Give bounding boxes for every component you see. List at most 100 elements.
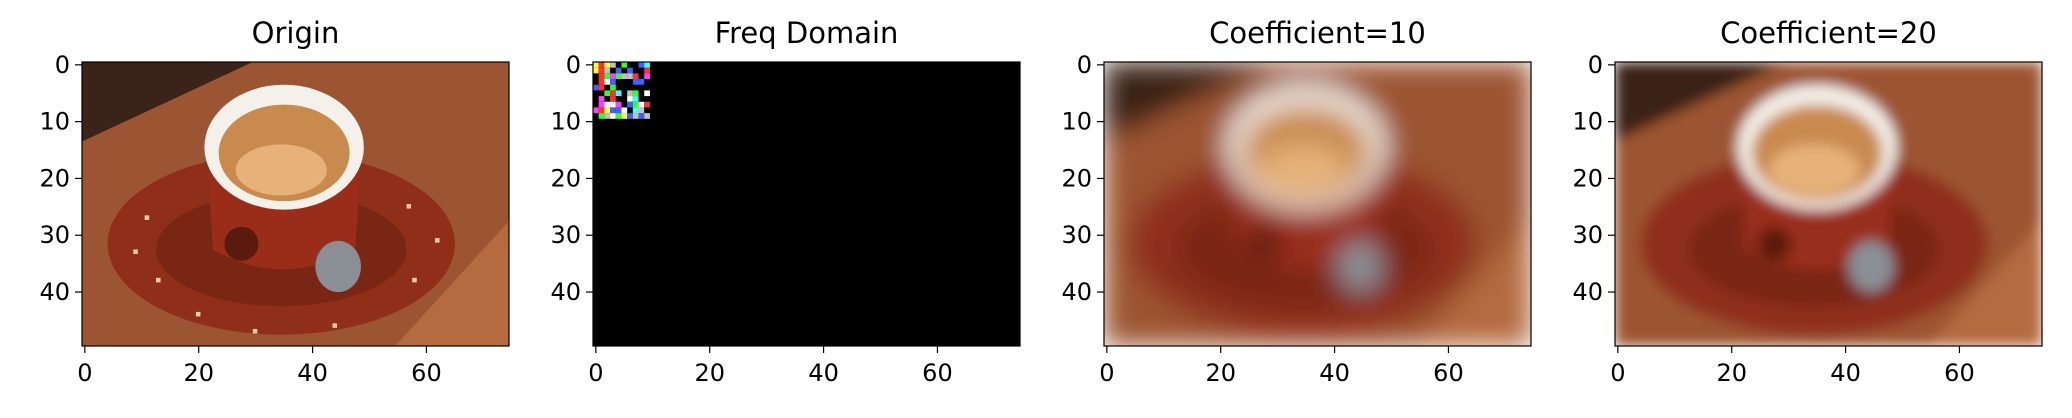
spectrum-coefficient <box>621 73 628 80</box>
subplot-1: Origin 0 20 40 60 0 10 20 30 40 <box>39 16 510 387</box>
spectrum-coefficient <box>615 101 622 108</box>
spectrum-coefficient <box>610 79 616 85</box>
axes-frame <box>81 61 510 347</box>
spoon <box>1337 240 1383 293</box>
y-tick-label: 10 <box>1572 108 1603 136</box>
y-tick-label: 0 <box>1077 51 1092 79</box>
image-content <box>1104 62 1531 346</box>
spectrum-coefficient <box>638 113 645 119</box>
spectrum-coefficient <box>604 90 611 97</box>
image-content <box>1615 62 2042 346</box>
spectrum-coefficient <box>644 113 650 119</box>
table-shadow <box>1615 62 1786 142</box>
spectrum-coefficient <box>610 96 616 102</box>
subplot-title: Coefficient=10 <box>1209 16 1426 50</box>
spectrum-coefficient <box>638 62 645 68</box>
spectrum-coefficient <box>644 101 650 108</box>
spectrum-coefficient <box>610 84 616 91</box>
spectrum-coefficient <box>615 107 622 114</box>
spectrum-coefficient <box>598 62 605 68</box>
spectrum-coefficient <box>627 101 633 108</box>
spectrum-coefficient <box>644 73 650 80</box>
spectrum-coefficient <box>598 113 605 119</box>
spectrum-coefficient <box>598 79 605 85</box>
spectrum-coefficient <box>632 79 639 85</box>
spectrum-coefficient <box>615 73 622 80</box>
spectrum-coefficient <box>593 62 599 68</box>
spectrum-coefficient <box>632 113 639 119</box>
table-shadow <box>1104 62 1275 142</box>
image-area <box>1615 62 2042 346</box>
spectrum-coefficient <box>610 62 616 68</box>
spectrum-coefficient <box>593 107 599 114</box>
axes-frame <box>592 61 1021 347</box>
spoon <box>1848 240 1894 293</box>
cup-handle <box>224 226 259 261</box>
spectrum-coefficient <box>604 107 611 114</box>
x-tick-label: 40 <box>1319 359 1350 387</box>
spectrum-coefficient <box>632 96 639 102</box>
spectrum-coefficient <box>632 90 639 97</box>
spectrum-coefficient <box>610 107 616 114</box>
axes-frame <box>1103 61 1532 347</box>
image-area <box>1104 62 1531 346</box>
spectrum-coefficient <box>598 101 605 108</box>
spectrum-coefficient <box>632 107 639 114</box>
spectrum-coefficient <box>593 67 599 74</box>
spectrum-coefficient <box>610 73 616 80</box>
table-shadow <box>82 62 253 142</box>
spectrum-coefficient <box>604 79 611 85</box>
x-tick-label: 40 <box>297 359 328 387</box>
x-tick-label: 60 <box>1944 359 1975 387</box>
y-tick-label: 10 <box>39 108 70 136</box>
speckle <box>332 323 338 328</box>
x-tick-label: 60 <box>1433 359 1464 387</box>
speckle <box>133 249 138 254</box>
y-tick-label: 10 <box>1061 108 1092 136</box>
x-tick-label: 20 <box>1205 359 1236 387</box>
coffee-crema <box>1257 144 1349 196</box>
spectrum-coefficient <box>638 79 645 85</box>
spectrum-coefficient <box>615 90 622 97</box>
speckle <box>252 328 258 334</box>
spectrum-coefficient <box>598 73 605 80</box>
spectrum-coefficient <box>644 62 650 68</box>
spectrum-coefficient <box>598 107 605 114</box>
spectrum-coefficient <box>610 113 616 119</box>
subplot-4: Coefficient=20 0 20 40 60 0 10 20 30 40 <box>1572 16 2043 387</box>
x-tick-label: 40 <box>1830 359 1861 387</box>
spectrum-coefficient <box>593 84 599 91</box>
spectrum-coefficient <box>610 90 616 97</box>
spectrum-coefficient <box>621 107 628 114</box>
y-tick-label: 30 <box>1061 221 1092 249</box>
spoon <box>315 240 361 293</box>
speckle <box>406 204 412 209</box>
table-highlight <box>1417 221 1531 346</box>
y-tick-label: 40 <box>550 278 581 306</box>
spectrum-coefficient <box>610 101 616 108</box>
spectrum-coefficient <box>604 67 611 74</box>
y-tick-label: 20 <box>550 164 581 192</box>
y-tick-label: 40 <box>1572 278 1603 306</box>
spectrum-coefficient <box>627 73 633 80</box>
spectrum-coefficient <box>638 107 645 114</box>
cup-handle <box>1757 226 1792 261</box>
y-tick-label: 20 <box>39 164 70 192</box>
x-tick-label: 60 <box>922 359 953 387</box>
cup-handle <box>1246 226 1281 261</box>
y-tick-label: 10 <box>550 108 581 136</box>
subplot-3: Coefficient=10 0 20 40 60 0 10 20 30 40 <box>1061 16 1532 387</box>
spectrum-coefficient <box>621 62 628 68</box>
spectrum-coefficient <box>598 67 605 74</box>
subplot-2: Freq Domain 0 20 40 60 0 10 20 30 40 <box>550 16 1021 387</box>
spectrum-coefficient <box>644 67 650 74</box>
spectrum-coefficient <box>615 67 622 74</box>
y-tick-label: 20 <box>1061 164 1092 192</box>
subplot-title: Coefficient=20 <box>1720 16 1937 50</box>
spectrum-coefficient <box>644 90 650 97</box>
spectrum-coefficient <box>598 84 605 91</box>
speckle <box>434 238 440 243</box>
y-tick-label: 30 <box>1572 221 1603 249</box>
x-tick-label: 0 <box>588 359 603 387</box>
